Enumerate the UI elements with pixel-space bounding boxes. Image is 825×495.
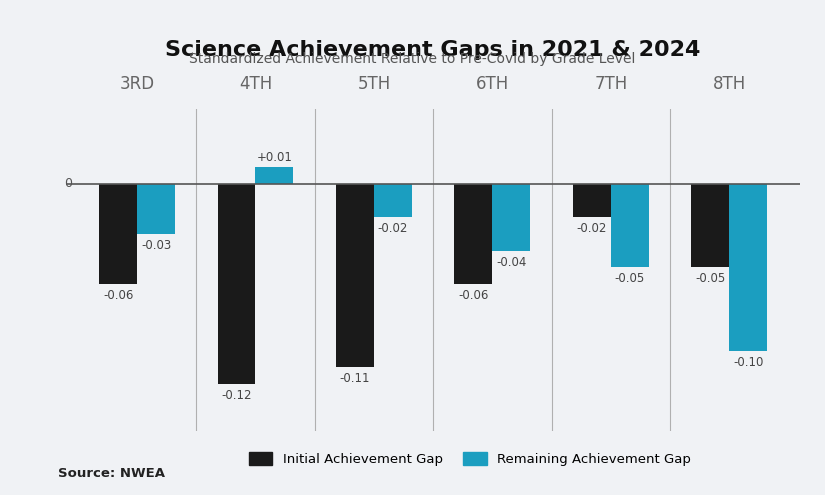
Bar (374, 184, 412, 217)
Text: -0.12: -0.12 (221, 389, 252, 402)
Bar (218, 184, 256, 384)
Legend: Initial Achievement Gap, Remaining Achievement Gap: Initial Achievement Gap, Remaining Achie… (248, 451, 691, 466)
Bar (137, 184, 175, 234)
Text: -0.05: -0.05 (615, 272, 645, 285)
Bar (455, 184, 493, 284)
Text: -0.10: -0.10 (733, 355, 763, 369)
Text: -0.06: -0.06 (103, 289, 134, 302)
Bar (573, 184, 610, 217)
Text: -0.05: -0.05 (695, 272, 725, 285)
Bar (729, 184, 767, 350)
Text: -0.02: -0.02 (378, 222, 408, 235)
Text: -0.11: -0.11 (340, 372, 370, 385)
Text: -0.04: -0.04 (496, 255, 526, 269)
Bar (691, 184, 729, 267)
Bar (336, 184, 374, 367)
Text: -0.03: -0.03 (141, 239, 171, 252)
Text: -0.02: -0.02 (577, 222, 607, 235)
Text: Source: NWEA: Source: NWEA (58, 467, 165, 480)
Title: Science Achievement Gaps in 2021 & 2024: Science Achievement Gaps in 2021 & 2024 (166, 40, 700, 60)
Bar (256, 167, 294, 184)
Text: +0.01: +0.01 (257, 151, 292, 164)
Text: -0.06: -0.06 (458, 289, 488, 302)
Bar (610, 184, 648, 267)
Bar (493, 184, 530, 250)
Bar (99, 184, 137, 284)
Text: Standardized Achievement Relative to Pre-Covid by Grade Level: Standardized Achievement Relative to Pre… (189, 52, 636, 66)
Text: 0: 0 (64, 177, 72, 191)
